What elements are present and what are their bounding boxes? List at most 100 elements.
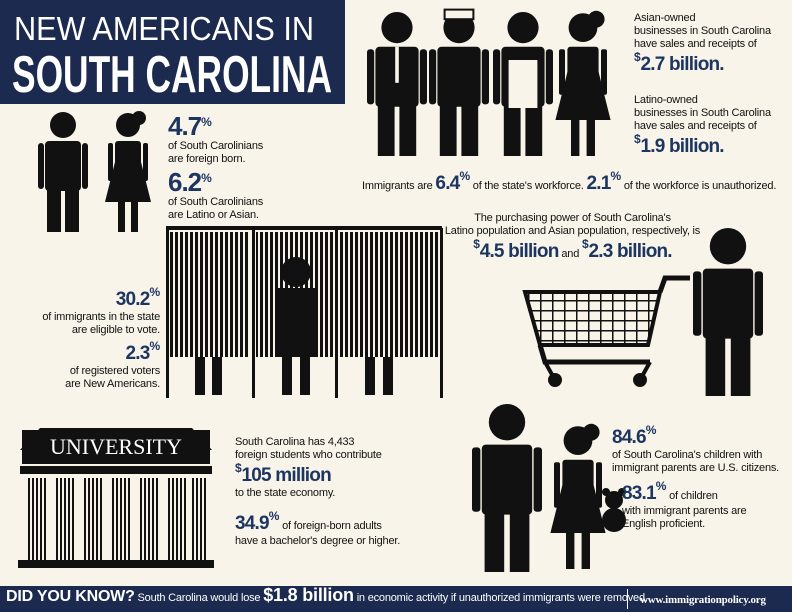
university-part: [18, 560, 214, 568]
man-silhouette: [429, 8, 489, 156]
currency: $: [473, 237, 480, 251]
teddy-bear-part: [605, 491, 623, 509]
stat-text: have sales and receipts of: [634, 120, 757, 132]
university-sign: UNIVERSITY: [50, 434, 182, 459]
university-part: [22, 430, 210, 464]
university-part: [28, 478, 46, 560]
man-silhouette-part: [525, 105, 543, 156]
man-silhouette-part: [461, 105, 479, 156]
stat-text: of the workforce is unauthorized.: [623, 180, 777, 192]
woman-silhouette-part: [581, 533, 590, 569]
man-silhouette-part: [50, 112, 76, 138]
man-silhouette-part: [82, 143, 88, 189]
stat: 4.7% of South Carolinians are foreign born…: [168, 112, 263, 166]
footer-text: in economic activity if unauthorized imm…: [356, 592, 648, 604]
voting-booths-part: [276, 288, 316, 357]
stat-unit: %: [149, 339, 161, 353]
teddy-bear-part: [618, 488, 626, 496]
stat-text: to the state economy.: [235, 487, 336, 499]
currency: $: [235, 461, 242, 475]
woman-silhouette-part: [559, 49, 565, 95]
stat-text: have sales and receipts of: [634, 38, 757, 50]
woman-silhouette: [105, 111, 151, 232]
stat: 6.2% of South Carolinians are Latino or As…: [168, 168, 263, 222]
footer-bar: [0, 586, 792, 612]
man-silhouette-part: [377, 105, 395, 156]
stat-text: businesses in South Carolina: [634, 107, 771, 119]
voting-booths-part: [282, 357, 292, 395]
stat-text: have a bachelor's degree or higher.: [235, 535, 401, 547]
stat-number: 34.9: [235, 513, 270, 534]
woman-silhouette-part: [550, 485, 606, 533]
man-silhouette-part: [705, 337, 726, 396]
stat-number: 1.9 billion.: [640, 136, 724, 157]
stat-number: 4.5 billion: [479, 241, 560, 262]
stat-unit: %: [149, 285, 161, 299]
stat-unit: %: [201, 115, 212, 129]
business-stat: Asian-owned businesses in South Carolina h…: [634, 12, 771, 76]
stat-number: 84.6: [612, 427, 647, 448]
currency: $: [634, 132, 641, 146]
man-silhouette-part: [709, 228, 747, 265]
title-line: NEW AMERICANS IN: [14, 10, 314, 47]
man-silhouette-part: [439, 105, 457, 156]
currency: $: [634, 50, 641, 64]
woman-silhouette-part: [582, 423, 600, 441]
voting-booths-part: [212, 357, 222, 395]
title-box: [0, 0, 345, 104]
man-silhouette-part: [381, 12, 413, 44]
stat-number: 2.7 billion.: [640, 54, 724, 75]
stat-text: Asian-owned: [634, 12, 696, 24]
man-silhouette-part: [399, 105, 417, 156]
woman-silhouette-part: [115, 141, 141, 165]
woman-silhouette-part: [586, 120, 595, 156]
university-part: [20, 466, 212, 474]
man-silhouette-part: [437, 46, 481, 107]
stat-number: 4.7: [168, 111, 202, 141]
man-silhouette-part: [443, 8, 475, 21]
man-silhouette-part: [367, 49, 375, 105]
woman-silhouette-part: [143, 143, 148, 181]
voting-booths-part: [383, 357, 393, 395]
university-part: [190, 478, 208, 560]
woman-silhouette-part: [571, 120, 580, 156]
man-silhouette-part: [754, 271, 763, 336]
teddy-bear-part: [602, 488, 610, 496]
man-silhouette-part: [533, 447, 542, 512]
woman-silhouette-part: [108, 143, 113, 181]
voting-booths-part: [281, 257, 311, 287]
footer-note: DID YOU KNOW? South Carolina would lose …: [6, 586, 648, 605]
stat-text: are foreign born.: [168, 153, 246, 165]
man-silhouette-part: [472, 447, 481, 512]
man-silhouette-part: [481, 49, 489, 105]
voting-booths-part: [338, 232, 440, 357]
man-silhouette: [693, 228, 763, 396]
stat-number: 6.4: [435, 173, 460, 194]
stat-text: are Latino or Asian.: [168, 209, 259, 221]
man-silhouette-part: [419, 49, 427, 105]
university: UNIVERSITY: [18, 428, 214, 568]
stat-number: 30.2: [115, 289, 151, 310]
teddy-bear: [602, 488, 626, 532]
stat-text: are New Americans.: [65, 378, 160, 390]
purchasing-stat: The purchasing power of South Carolina's…: [440, 212, 705, 263]
children-stat: 84.6% of South Carolina's children with im…: [612, 424, 779, 475]
woman-silhouette-part: [596, 462, 602, 508]
stat-text: The purchasing power of South Carolina's: [474, 212, 671, 224]
shopping-cart-part: [543, 361, 652, 381]
stat-number: 2.3: [125, 343, 151, 364]
stat-unit: %: [645, 423, 657, 437]
voting-booths-part: [252, 228, 255, 398]
university-part: [56, 478, 74, 560]
voting-booths-part: [300, 357, 310, 395]
stat-text: of immigrants in the state: [42, 311, 160, 323]
footer-label: DID YOU KNOW?: [6, 588, 135, 605]
stat-number: 83.1: [622, 483, 657, 504]
stat-text: of South Carolinians: [168, 140, 264, 152]
stat-text: with immigrant parents are: [622, 505, 747, 517]
voting-booths-part: [195, 357, 205, 395]
business-stat: Latino-owned businesses in South Carolina…: [634, 94, 771, 158]
man-silhouette-part: [693, 271, 702, 336]
man-silhouette-part: [493, 49, 501, 105]
woman-silhouette-part: [567, 46, 599, 76]
